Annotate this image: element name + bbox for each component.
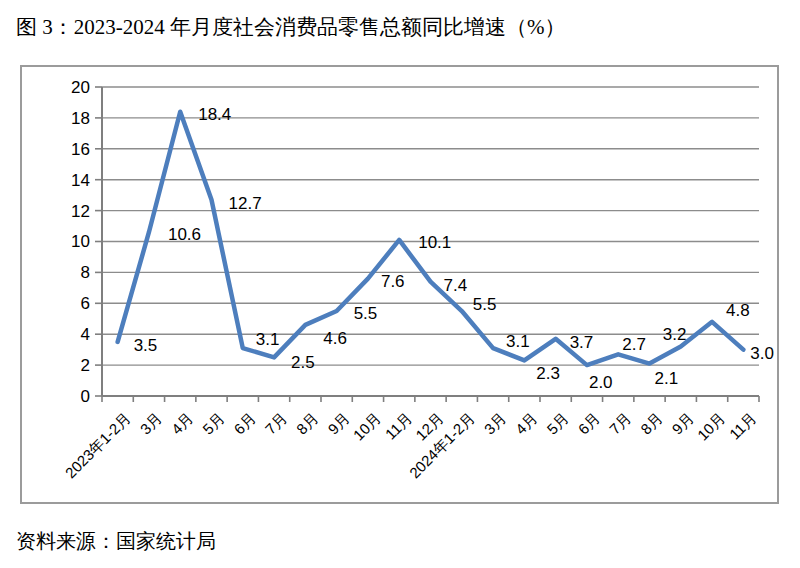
data-label: 2.7 (622, 335, 646, 354)
y-tick-label: 14 (71, 171, 90, 190)
y-tick-label: 0 (81, 387, 90, 406)
y-tick-label: 10 (71, 232, 90, 251)
data-label: 2.0 (589, 373, 613, 392)
x-category-label: 5月 (543, 409, 572, 438)
y-tick-label: 4 (81, 325, 90, 344)
data-label: 3.5 (134, 336, 158, 355)
x-category-label: 7月 (262, 409, 291, 438)
y-tick-label: 2 (81, 356, 90, 375)
x-category-label: 6月 (230, 409, 259, 438)
data-label: 5.5 (473, 295, 497, 314)
data-label: 3.7 (570, 333, 594, 352)
data-label: 3.0 (750, 344, 774, 363)
x-category-label: 4月 (168, 409, 197, 438)
x-category-label: 2023年1-2月 (62, 409, 134, 481)
figure-caption: 图 3：2023-2024 年月度社会消费品零售总额同比增速（%） (16, 13, 566, 41)
data-label: 12.7 (229, 194, 262, 213)
data-label: 7.6 (381, 272, 405, 291)
data-label: 5.5 (354, 304, 378, 323)
data-label: 2.5 (291, 353, 315, 372)
x-category-label: 8月 (637, 409, 666, 438)
y-tick-label: 12 (71, 202, 90, 221)
data-label: 4.6 (323, 329, 347, 348)
data-label: 10.1 (418, 233, 451, 252)
data-label: 3.2 (663, 325, 687, 344)
x-category-label: 4月 (512, 409, 541, 438)
y-tick-label: 16 (71, 140, 90, 159)
data-label: 10.6 (168, 225, 201, 244)
data-label: 3.1 (256, 330, 280, 349)
chart-frame: 024681012141618202023年1-2月3月4月5月6月7月8月9月… (20, 65, 779, 504)
y-tick-label: 20 (71, 78, 90, 97)
x-category-label: 9月 (668, 409, 697, 438)
x-category-label: 3月 (481, 409, 510, 438)
data-label: 2.1 (655, 369, 679, 388)
x-category-label: 7月 (606, 409, 635, 438)
x-category-label: 11月 (382, 409, 416, 443)
x-category-label: 11月 (726, 409, 760, 443)
y-tick-label: 6 (81, 294, 90, 313)
data-label: 3.1 (506, 332, 530, 351)
x-category-label: 5月 (199, 409, 228, 438)
x-category-label: 9月 (324, 409, 353, 438)
y-tick-label: 8 (81, 263, 90, 282)
data-label: 4.8 (726, 301, 750, 320)
x-category-label: 10月 (350, 409, 384, 443)
data-label: 7.4 (444, 276, 468, 295)
line-chart: 024681012141618202023年1-2月3月4月5月6月7月8月9月… (22, 67, 777, 502)
y-tick-label: 18 (71, 109, 90, 128)
x-category-label: 10月 (694, 409, 728, 443)
x-category-label: 6月 (575, 409, 604, 438)
x-category-label: 3月 (137, 409, 166, 438)
data-label: 2.3 (536, 364, 560, 383)
figure-page: 图 3：2023-2024 年月度社会消费品零售总额同比增速（%） 0 2 4 6 8 1… (0, 0, 800, 568)
data-label: 18.4 (198, 105, 231, 124)
source-note: 资料来源：国家统计局 (16, 528, 216, 555)
x-category-label: 8月 (293, 409, 322, 438)
